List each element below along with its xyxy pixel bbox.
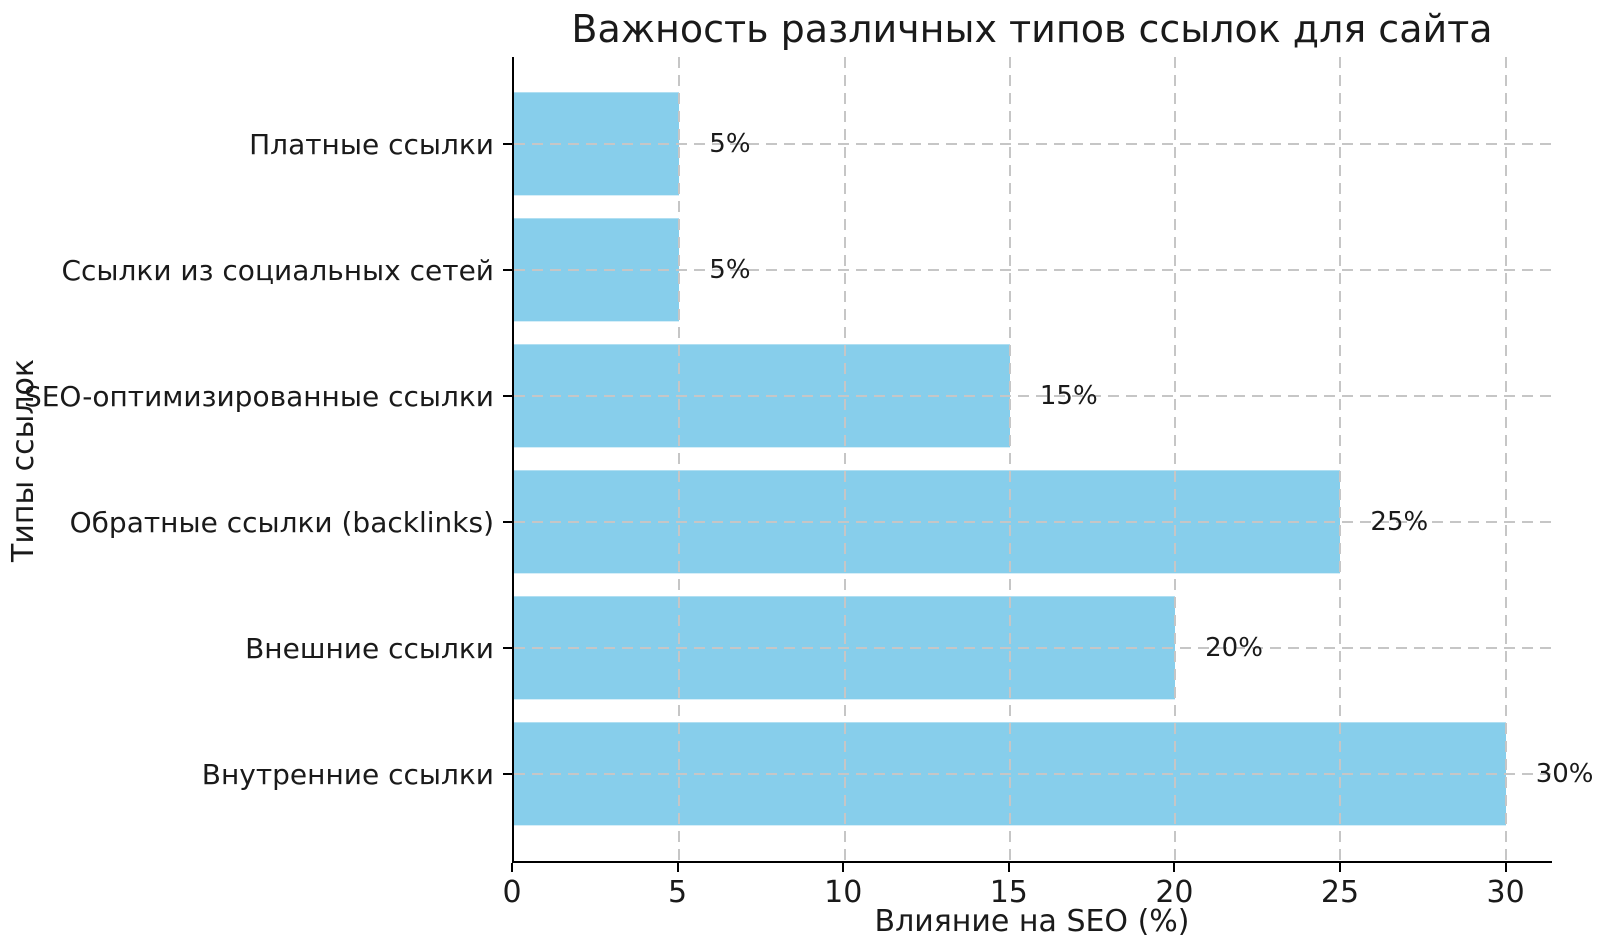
vertical-gridline-25 xyxy=(1339,57,1342,861)
plot-area: 5% 5% 15% 25% 20% 30% xyxy=(503,57,1594,863)
vertical-gridline-15 xyxy=(1008,57,1011,861)
x-axis-title: Влияние на SEO (%) xyxy=(874,904,1190,939)
bar-row-3: 25% xyxy=(503,459,1552,585)
category-label-2: SEO-оптимизированные ссылки xyxy=(23,379,494,413)
bar-row-0: 5% xyxy=(503,81,1552,207)
bar-row-5: 30% xyxy=(503,711,1594,837)
horizontal-gridline-3 xyxy=(514,521,1552,523)
vertical-gridline-20 xyxy=(1174,57,1177,861)
category-label-3: Обратные ссылки (backlinks) xyxy=(69,505,494,539)
x-tick-mark-30 xyxy=(1504,863,1507,872)
bar-row-2: 15% xyxy=(503,333,1552,459)
category-label-1: Ссылки из социальных сетей xyxy=(61,253,494,287)
horizontal-gridline-0 xyxy=(514,143,1552,145)
value-label-5: 30% xyxy=(1535,759,1594,789)
y-tick-mark-1 xyxy=(503,269,512,271)
bar-row-1: 5% xyxy=(503,207,1552,333)
value-label-3: 25% xyxy=(1370,507,1429,537)
chart-title: Важность различных типов ссылок для сайт… xyxy=(571,7,1493,51)
x-tick-mark-20 xyxy=(1173,863,1176,872)
x-tick-label-20: 20 xyxy=(1155,875,1194,910)
horizontal-gridline-5 xyxy=(514,773,1552,775)
x-tick-mark-0 xyxy=(511,863,513,872)
y-tick-mark-5 xyxy=(503,773,512,775)
bar-rows: 5% 5% 15% 25% 20% 30% xyxy=(503,57,1594,861)
x-tick-label-5: 5 xyxy=(668,875,688,910)
vertical-gridline-5 xyxy=(678,57,681,861)
x-tick-label-15: 15 xyxy=(989,875,1028,910)
category-label-0: Платные ссылки xyxy=(249,127,494,161)
x-tick-label-25: 25 xyxy=(1320,875,1360,910)
category-label-4: Внешние ссылки xyxy=(245,631,494,665)
vertical-gridline-10 xyxy=(843,57,846,861)
value-label-2: 15% xyxy=(1039,381,1098,411)
x-tick-label-30: 30 xyxy=(1486,875,1525,910)
y-tick-mark-2 xyxy=(503,395,512,397)
horizontal-gridline-1 xyxy=(514,269,1552,271)
y-axis-category-labels: Платные ссылки Ссылки из социальных сетей… xyxy=(0,57,494,861)
x-tick-mark-25 xyxy=(1339,863,1342,872)
value-label-1: 5% xyxy=(709,255,751,285)
y-tick-mark-0 xyxy=(503,143,512,145)
bar-row-4: 20% xyxy=(503,585,1552,711)
category-label-5: Внутренние ссылки xyxy=(201,757,494,791)
value-label-0: 5% xyxy=(709,129,751,159)
value-label-4: 20% xyxy=(1205,633,1263,663)
horizontal-gridline-4 xyxy=(514,647,1552,649)
horizontal-gridline-2 xyxy=(514,395,1552,397)
x-tick-label-0: 0 xyxy=(502,875,522,910)
y-tick-mark-4 xyxy=(503,647,512,649)
y-tick-mark-3 xyxy=(503,521,512,523)
x-tick-mark-10 xyxy=(842,863,845,872)
vertical-gridline-30 xyxy=(1504,57,1507,861)
x-axis-ticks: 0 5 10 15 20 25 30 xyxy=(502,863,1552,923)
x-tick-mark-15 xyxy=(1007,863,1010,872)
x-tick-mark-5 xyxy=(676,863,679,872)
x-tick-label-10: 10 xyxy=(824,875,863,910)
